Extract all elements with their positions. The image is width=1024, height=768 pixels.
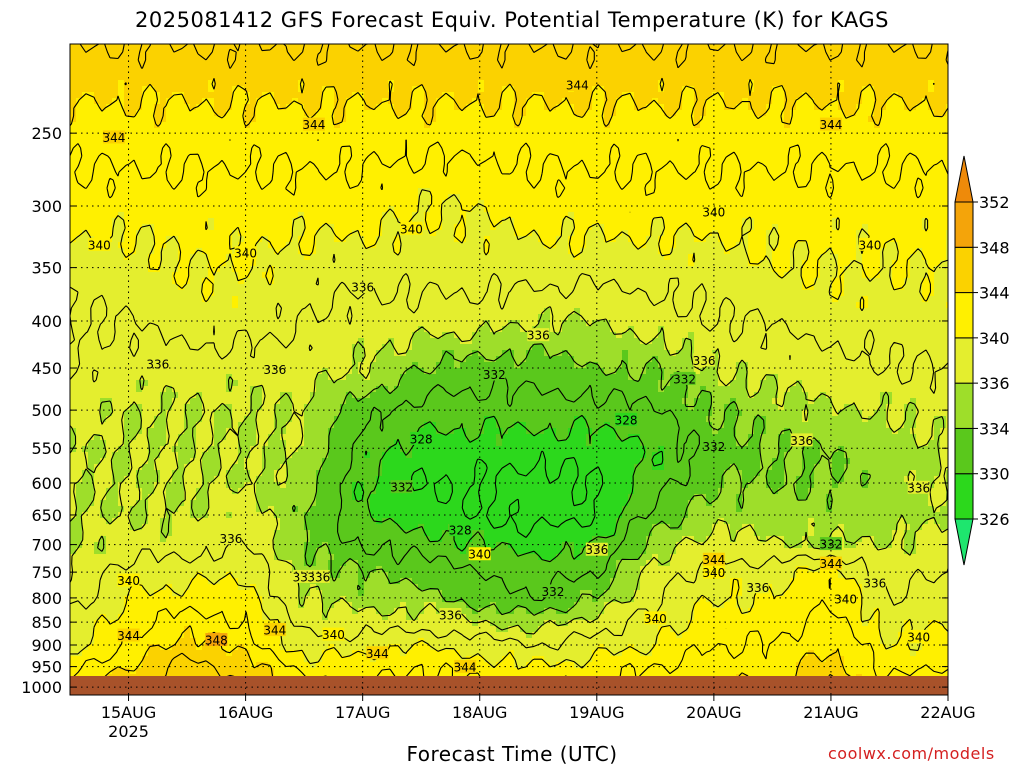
- colorbar-label: 326: [979, 510, 1010, 529]
- credit-link[interactable]: coolwx.com/models: [828, 744, 995, 763]
- x-tick-label: 18AUG: [452, 703, 507, 722]
- contour-label: 344: [702, 553, 725, 567]
- colorbar-label: 348: [979, 238, 1010, 257]
- contour-label: 328: [449, 524, 472, 538]
- contour-label: 344: [117, 629, 140, 643]
- colorbar-max-arrow: [955, 156, 973, 202]
- y-tick-label: 800: [31, 589, 62, 608]
- colorbar-label: 330: [979, 465, 1010, 484]
- contour-label: 344: [102, 131, 125, 145]
- x-tick-label: 15AUG: [101, 703, 156, 722]
- contour-label: 328: [410, 432, 433, 446]
- colorbar-label: 334: [979, 419, 1010, 438]
- y-tick-label: 350: [31, 259, 62, 278]
- contour-label: 344: [819, 557, 842, 571]
- y-tick-label: 250: [31, 124, 62, 143]
- colorbar-label: 340: [979, 329, 1010, 348]
- y-tick-label: 700: [31, 536, 62, 555]
- x-tick-label: 22AUG: [920, 703, 975, 722]
- contour-label: 328: [615, 413, 638, 427]
- x-tick-label: 20AUG: [686, 703, 741, 722]
- contour-label: 332: [541, 585, 564, 599]
- contour-label: 340: [859, 238, 882, 252]
- contour-label: 336: [220, 532, 243, 546]
- contour-label: 344: [366, 647, 389, 661]
- x-tick-label: 17AUG: [335, 703, 390, 722]
- contour-label: 340: [468, 548, 491, 562]
- contour-label: 340: [88, 238, 111, 252]
- colorbar-box: [955, 293, 973, 338]
- colorbar-box: [955, 338, 973, 383]
- contour-label: 332: [390, 481, 413, 495]
- contour-label: 340: [834, 592, 857, 606]
- contour-label: 336: [907, 481, 930, 495]
- x-tick-label: 16AUG: [218, 703, 273, 722]
- contour-label: 340: [702, 206, 725, 220]
- contour-label: 332: [673, 372, 696, 386]
- contour-label: 332: [483, 368, 506, 382]
- y-tick-label: 900: [31, 636, 62, 655]
- colorbar-box: [955, 428, 973, 473]
- colorbar-box: [955, 202, 973, 247]
- contour-label: 340: [400, 222, 423, 236]
- y-tick-label: 300: [31, 197, 62, 216]
- y-tick-label: 400: [31, 312, 62, 331]
- y-tick-label: 550: [31, 439, 62, 458]
- contour-label: 340: [117, 574, 140, 588]
- contour-label: 344: [302, 118, 325, 132]
- colorbar-box: [955, 383, 973, 428]
- colorbar: 326 330 334 336 340 344 348 352: [955, 156, 1010, 565]
- y-tick-label: 1000: [21, 678, 62, 697]
- heatmap-field: [70, 44, 953, 699]
- y-tick-label: 850: [31, 613, 62, 632]
- y-tick-label: 750: [31, 563, 62, 582]
- contour-label: 336: [439, 609, 462, 623]
- contour-label: 336: [746, 581, 769, 595]
- colorbar-min-arrow: [955, 519, 973, 565]
- x-tick-label: 19AUG: [569, 703, 624, 722]
- contour-label: 344: [263, 624, 286, 638]
- contour-label: 344: [566, 79, 589, 93]
- contour-label: 336: [263, 363, 286, 377]
- contour-348: [173, 700, 174, 701]
- contour-label: 340: [322, 628, 345, 642]
- y-tick-label: 950: [31, 658, 62, 677]
- y-tick-label: 600: [31, 474, 62, 493]
- contour-label: 336: [146, 357, 169, 371]
- y-tick-label: 450: [31, 359, 62, 378]
- y-tick-label: 500: [31, 401, 62, 420]
- contour-label: 344: [819, 118, 842, 132]
- colorbar-label: 344: [979, 284, 1010, 303]
- contour-label: 336: [790, 434, 813, 448]
- colorbar-box: [955, 247, 973, 292]
- colorbar-box: [955, 474, 973, 519]
- x-tick-label: 21AUG: [803, 703, 858, 722]
- contour-label: 336: [863, 577, 886, 591]
- x-tick-sublabel: 2025: [108, 722, 149, 741]
- contour-label: 340: [907, 630, 930, 644]
- terrain-bar: [70, 676, 948, 695]
- contour-label: 336: [693, 354, 716, 368]
- colorbar-label: 336: [979, 374, 1010, 393]
- chart-canvas: 344344344344340340340340340336 3363363363…: [0, 0, 1024, 768]
- contour-label: 336: [527, 329, 550, 343]
- contour-label: 340: [644, 612, 667, 626]
- colorbar-label: 352: [979, 193, 1010, 212]
- y-tick-label: 650: [31, 506, 62, 525]
- contour-label: 344: [454, 660, 477, 674]
